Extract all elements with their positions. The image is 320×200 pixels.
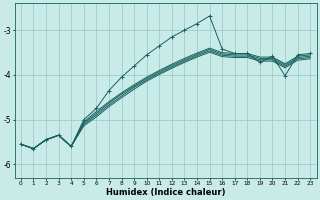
X-axis label: Humidex (Indice chaleur): Humidex (Indice chaleur): [106, 188, 225, 197]
